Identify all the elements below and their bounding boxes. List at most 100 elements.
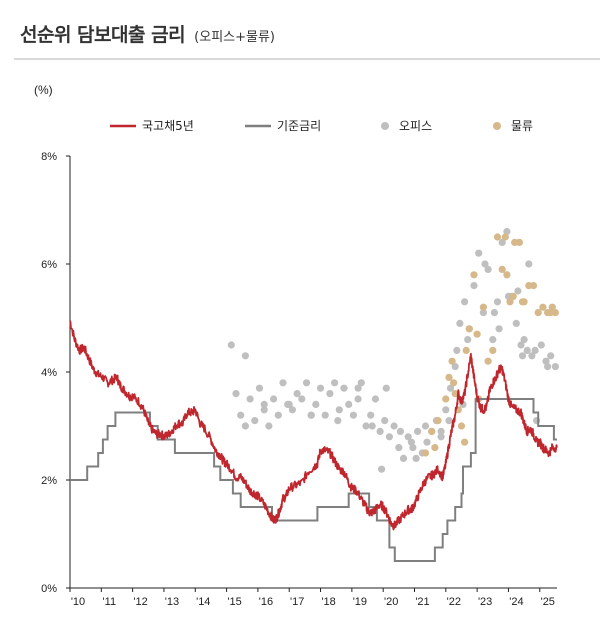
data-point — [279, 379, 287, 387]
data-point — [518, 352, 527, 360]
x-tick-label: '19 — [353, 596, 367, 608]
data-point — [531, 346, 539, 354]
data-point — [390, 422, 398, 430]
data-point — [431, 444, 439, 452]
data-point — [479, 303, 487, 311]
data-point — [232, 390, 240, 398]
data-point — [470, 271, 478, 279]
data-point — [481, 260, 489, 268]
data-point — [509, 292, 517, 300]
legend-item: 국고채5년 — [110, 119, 194, 133]
data-point — [442, 395, 450, 403]
data-point — [515, 238, 524, 246]
data-point — [288, 406, 296, 414]
data-point — [529, 282, 538, 290]
data-point — [450, 379, 458, 387]
series-base-rate-line — [70, 398, 557, 562]
data-point — [498, 238, 506, 246]
data-point — [489, 346, 497, 354]
data-point — [404, 433, 412, 441]
y-axis-unit-label: (%) — [34, 83, 53, 97]
data-point — [539, 303, 547, 311]
data-point — [354, 395, 362, 403]
x-tick-label: '23 — [478, 596, 492, 608]
data-point — [265, 422, 273, 430]
data-point — [498, 265, 506, 273]
data-point — [293, 390, 301, 398]
data-point — [484, 357, 492, 365]
data-point — [412, 454, 420, 462]
x-tick-label: '16 — [259, 596, 273, 608]
data-point — [503, 271, 511, 279]
data-point — [227, 341, 235, 349]
data-point — [442, 406, 450, 414]
data-point — [551, 363, 560, 371]
data-point — [475, 249, 483, 257]
data-point — [331, 379, 339, 387]
data-point — [512, 319, 520, 327]
x-tick-label: '12 — [133, 596, 147, 608]
plot-area — [69, 228, 560, 562]
data-point — [381, 417, 389, 425]
data-point — [326, 390, 334, 398]
data-point — [544, 363, 552, 371]
data-point — [437, 427, 445, 435]
x-tick-label: '18 — [321, 596, 335, 608]
data-point — [260, 400, 268, 408]
data-point — [423, 438, 431, 446]
data-point — [489, 336, 497, 344]
data-point — [473, 330, 481, 338]
x-tick-label: '17 — [290, 596, 304, 608]
y-tick-label: 8% — [41, 151, 57, 163]
data-point — [335, 406, 343, 414]
y-tick-label: 4% — [41, 367, 57, 379]
data-point — [376, 427, 384, 435]
data-point — [312, 400, 320, 408]
data-point — [246, 395, 254, 403]
data-point — [421, 449, 430, 457]
x-tick-label: '25 — [541, 596, 555, 608]
data-point — [434, 417, 442, 425]
data-point — [251, 417, 259, 425]
data-point — [302, 379, 311, 387]
legend-item: 오피스 — [381, 119, 432, 133]
x-tick-label: '15 — [227, 596, 241, 608]
data-point — [334, 417, 342, 425]
x-tick-label: '14 — [196, 596, 210, 608]
legend-label: 오피스 — [399, 119, 432, 133]
data-point — [354, 384, 362, 392]
data-point — [518, 298, 527, 306]
data-point — [270, 395, 278, 403]
data-point — [445, 417, 453, 425]
data-point — [241, 352, 249, 360]
y-tick-label: 6% — [41, 259, 57, 271]
data-point — [445, 373, 453, 381]
legend: 국고채5년 기준금리 오피스 물류 — [110, 119, 533, 133]
data-point — [385, 433, 393, 441]
data-point — [237, 411, 245, 419]
data-point — [414, 427, 422, 435]
data-point — [421, 422, 430, 430]
legend-item: 물류 — [493, 119, 533, 133]
data-point — [456, 319, 464, 327]
data-point — [371, 395, 379, 403]
data-point — [437, 433, 445, 441]
x-tick-label: '24 — [509, 596, 523, 608]
series-treasury-5y-line — [69, 320, 558, 531]
data-point — [461, 298, 469, 306]
data-point — [501, 233, 509, 241]
y-tick-label: 2% — [41, 475, 57, 487]
data-point — [517, 341, 525, 349]
data-point — [307, 411, 315, 419]
data-point — [274, 411, 282, 419]
y-axis: 0% 2% 4% 6% 8% — [41, 151, 71, 595]
data-point — [255, 384, 264, 392]
series-office-points — [227, 228, 560, 473]
legend-label: 기준금리 — [277, 119, 321, 133]
data-point — [451, 363, 459, 371]
data-point — [547, 352, 555, 360]
data-point — [547, 309, 555, 317]
data-point — [367, 411, 375, 419]
data-point — [523, 346, 531, 354]
